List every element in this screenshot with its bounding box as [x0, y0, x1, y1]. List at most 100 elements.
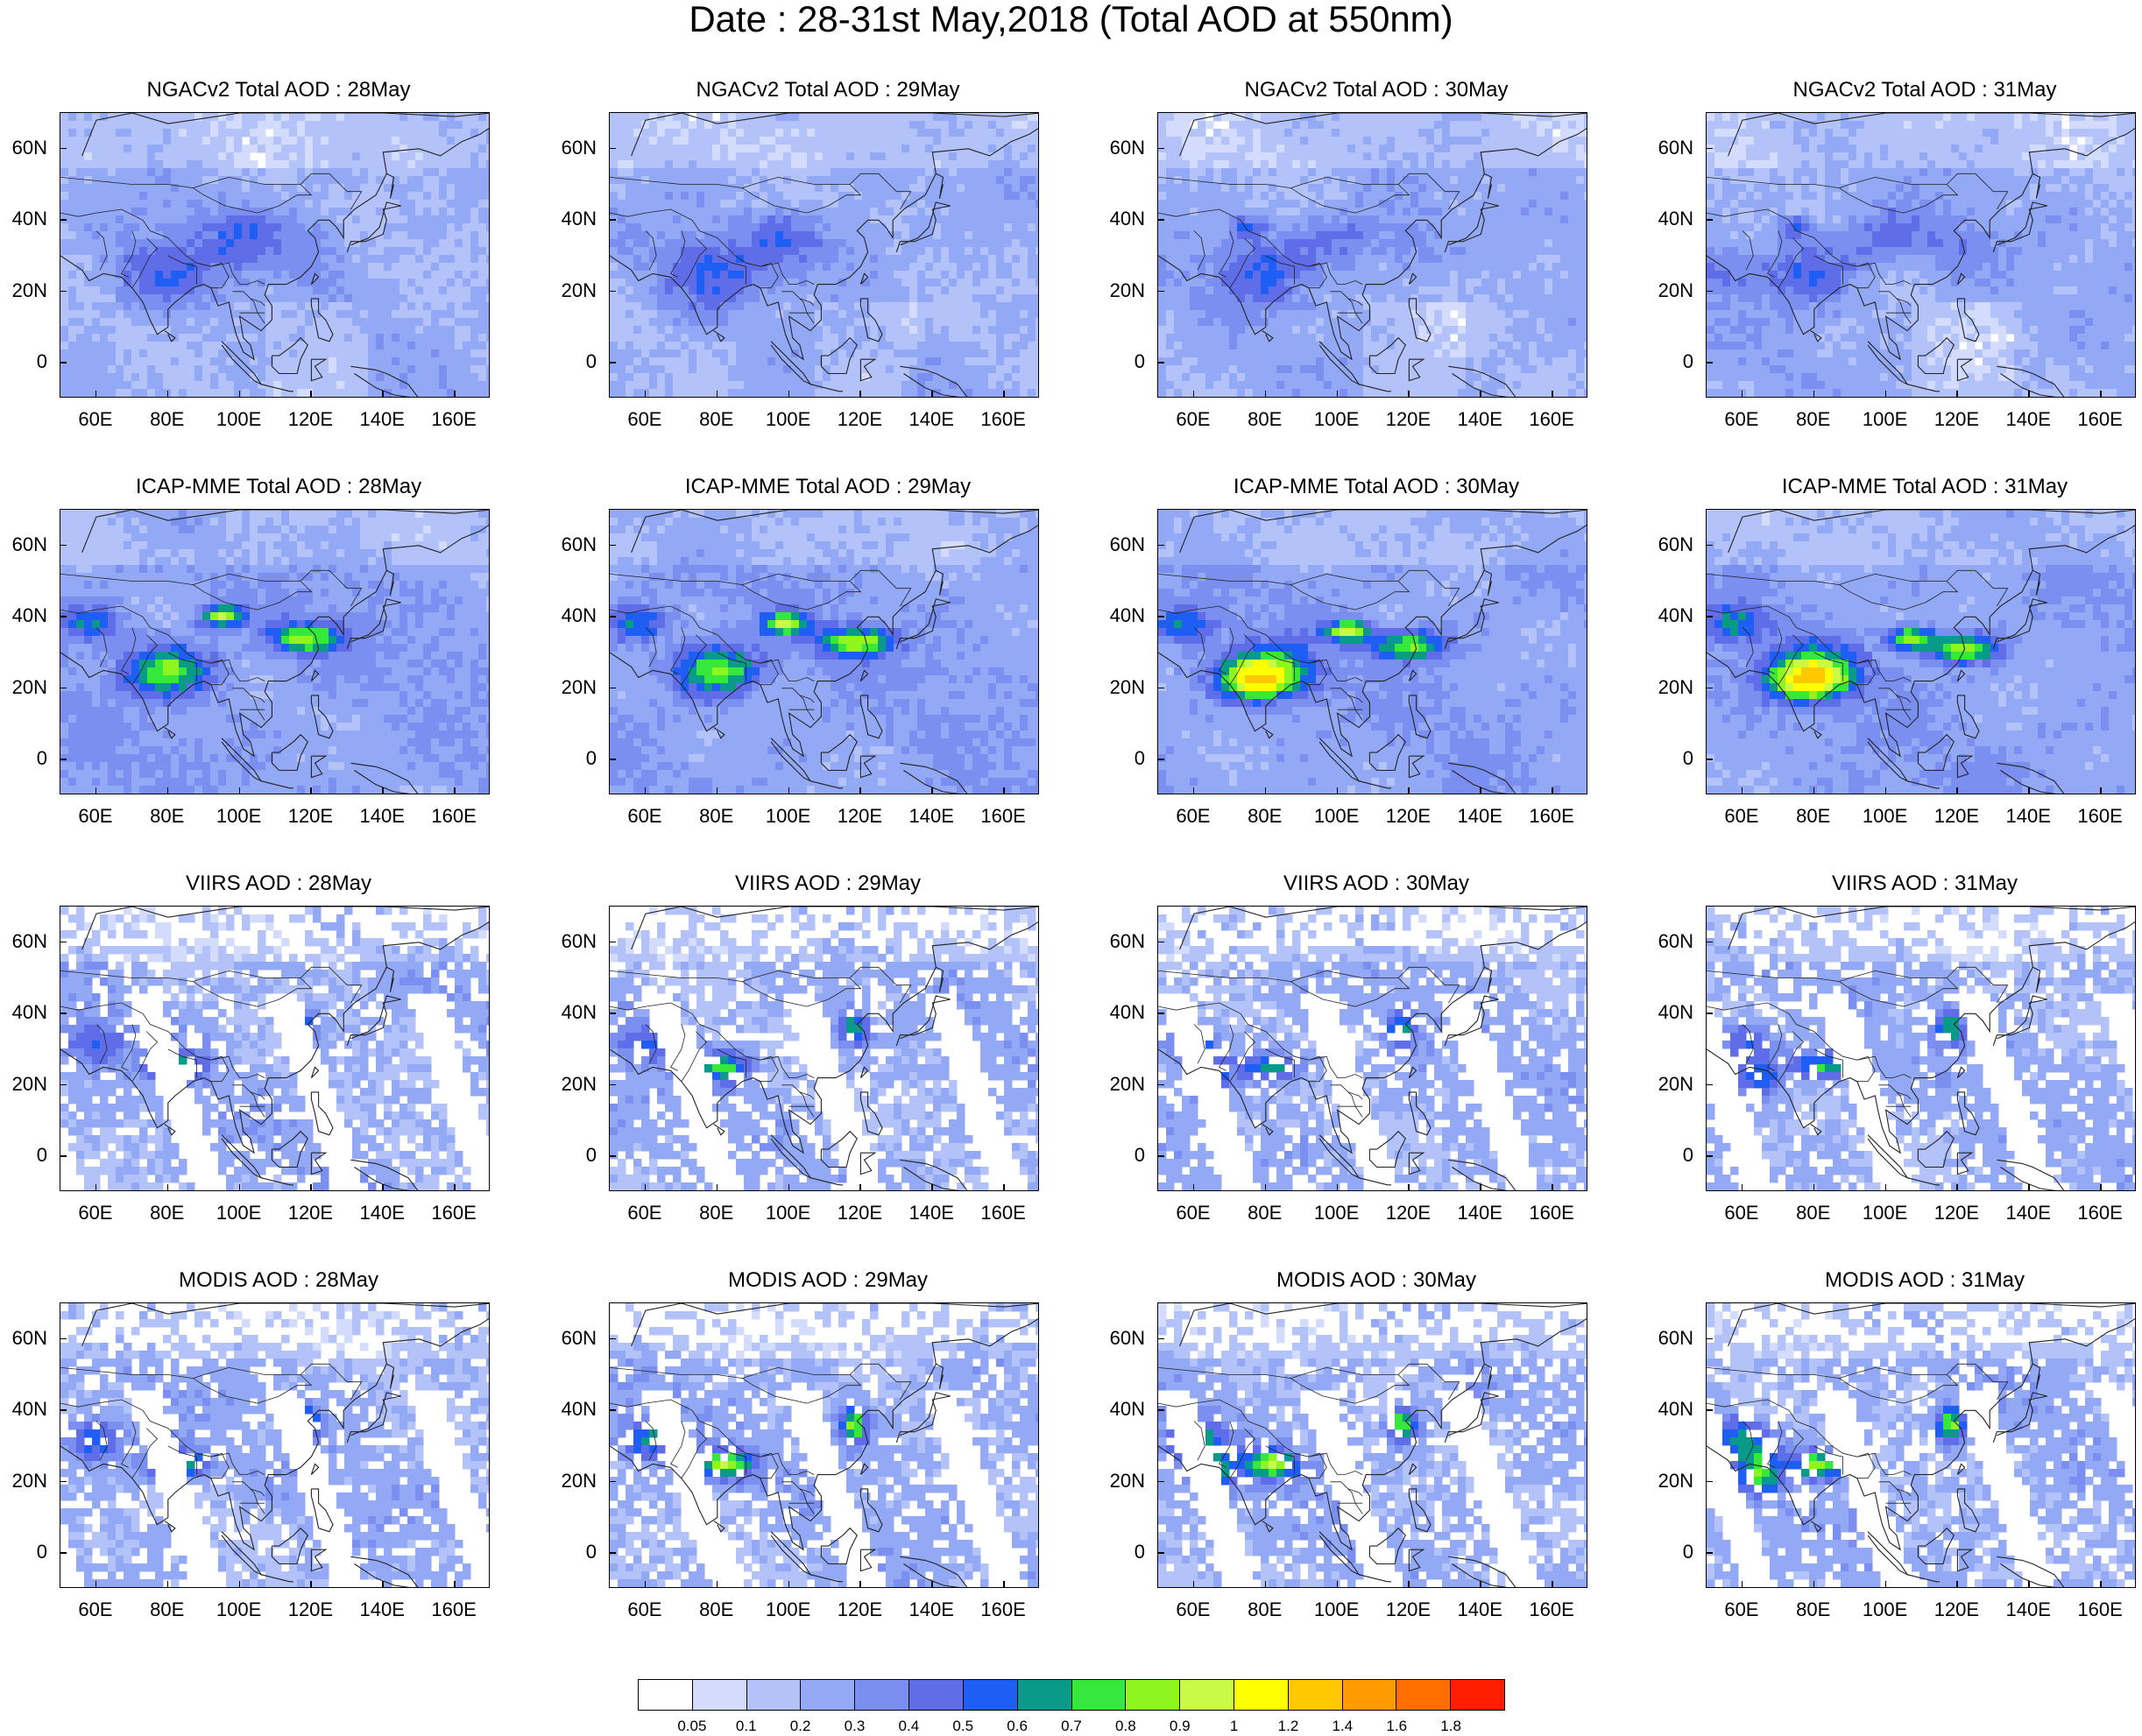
lon-tick-label: 120E [1926, 410, 1987, 429]
aod-map [1706, 906, 2136, 1191]
lat-tick-label: 40N [562, 1003, 597, 1022]
lat-tick-label: 40N [1658, 1400, 1693, 1419]
lon-tick [788, 391, 790, 398]
lon-tick [2100, 391, 2102, 398]
lat-tick [609, 1409, 616, 1411]
lon-tick-label: 80E [686, 410, 747, 429]
aod-map [60, 906, 490, 1191]
lat-tick-label: 60N [1110, 1329, 1145, 1348]
aod-field [60, 113, 490, 398]
coastline [1359, 1575, 1391, 1582]
panel-title: MODIS AOD : 31May [1706, 1269, 2142, 1292]
lat-tick-label: 20N [562, 1471, 597, 1491]
lon-tick [239, 1581, 241, 1588]
lon-tick [454, 1581, 456, 1588]
lat-tick-label: 60N [12, 138, 47, 158]
coastline [1359, 1178, 1391, 1185]
lat-tick [609, 148, 616, 150]
lon-tick-label: 160E [423, 1600, 484, 1620]
lat-tick [1157, 1084, 1164, 1086]
lon-tick [1742, 1581, 1743, 1588]
lon-tick-label: 160E [2069, 807, 2131, 826]
lon-tick-label: 120E [279, 410, 341, 429]
panel-title: VIIRS AOD : 31May [1706, 872, 2142, 895]
lat-tick-label: 60N [12, 1329, 47, 1348]
lon-tick-label: 80E [1783, 410, 1844, 429]
lon-tick [1742, 787, 1743, 794]
lon-tick-label: 140E [1997, 807, 2059, 826]
lat-tick-label: 60N [562, 932, 597, 951]
lat-tick [1706, 1084, 1713, 1086]
aod-raster [1158, 113, 1587, 398]
panel-title: ICAP-MME Total AOD : 31May [1706, 476, 2142, 498]
lat-tick-label: 0 [1135, 1146, 1145, 1165]
lon-tick-label: 80E [1234, 807, 1296, 826]
lat-tick [1157, 1481, 1164, 1483]
lat-tick [1157, 291, 1164, 293]
lon-tick [1408, 391, 1410, 398]
lat-tick [1706, 219, 1713, 221]
lat-tick [1706, 1013, 1713, 1014]
colorbar-swatch [1234, 1680, 1289, 1710]
panel-title: ICAP-MME Total AOD : 28May [60, 476, 498, 498]
lon-tick [2100, 787, 2102, 794]
lon-tick [1193, 391, 1195, 398]
colorbar-label: 1 [1212, 1718, 1256, 1734]
lat-tick-label: 20N [562, 1075, 597, 1094]
colorbar-label: 1.6 [1375, 1718, 1418, 1734]
panel-title: MODIS AOD : 29May [609, 1269, 1047, 1292]
lon-tick [382, 391, 384, 398]
lat-tick-label: 20N [1658, 281, 1693, 300]
colorbar-swatch [855, 1680, 909, 1710]
lon-tick-label: 60E [614, 1600, 675, 1620]
lon-tick [788, 1184, 790, 1191]
lon-tick [310, 1184, 312, 1191]
lat-tick [1157, 942, 1164, 943]
lon-tick [1885, 1581, 1887, 1588]
lon-tick-label: 80E [1234, 1203, 1296, 1223]
lon-tick [645, 391, 647, 398]
colorbar-label: 0.9 [1158, 1718, 1202, 1734]
aod-raster [1707, 113, 2136, 398]
lon-tick-label: 100E [1306, 410, 1368, 429]
lon-tick [859, 787, 861, 794]
lat-tick-label: 60N [562, 535, 597, 554]
lat-tick [609, 1552, 616, 1554]
lon-tick [788, 1581, 790, 1588]
lon-tick [1742, 1184, 1743, 1191]
lat-tick-label: 60N [12, 932, 47, 951]
lat-tick [1706, 1338, 1713, 1340]
aod-map [60, 112, 490, 398]
lon-tick [310, 787, 312, 794]
lon-tick-label: 60E [65, 807, 126, 826]
aod-field [1158, 113, 1587, 398]
aod-field [610, 1303, 1039, 1588]
lat-tick [609, 1013, 616, 1014]
lat-tick-label: 60N [562, 1329, 597, 1348]
lat-tick-label: 40N [1110, 209, 1145, 229]
lat-tick [1706, 1481, 1713, 1483]
lat-tick [60, 362, 67, 363]
lon-tick-label: 60E [65, 1203, 126, 1223]
lon-tick-label: 160E [1521, 1203, 1582, 1223]
lon-tick [95, 1184, 97, 1191]
lat-tick [1157, 1338, 1164, 1340]
lat-tick-label: 0 [37, 1146, 47, 1165]
lon-tick-label: 140E [1449, 1203, 1510, 1223]
panel-title: VIIRS AOD : 29May [609, 872, 1047, 895]
panel-title: NGACv2 Total AOD : 28May [60, 79, 498, 102]
lon-tick-label: 160E [2069, 1600, 2131, 1620]
lon-tick [2100, 1581, 2102, 1588]
lat-tick-label: 0 [1135, 352, 1145, 371]
lon-tick-label: 80E [137, 1203, 198, 1223]
colorbar-swatch [639, 1680, 693, 1710]
lon-tick [1003, 1581, 1005, 1588]
lon-tick [931, 391, 933, 398]
lat-tick-label: 20N [1110, 1075, 1145, 1094]
lon-tick [1265, 787, 1267, 794]
lat-tick [1157, 1552, 1164, 1554]
lon-tick-label: 140E [351, 807, 413, 826]
lon-tick-label: 120E [829, 1600, 890, 1620]
lon-tick [1193, 1581, 1195, 1588]
